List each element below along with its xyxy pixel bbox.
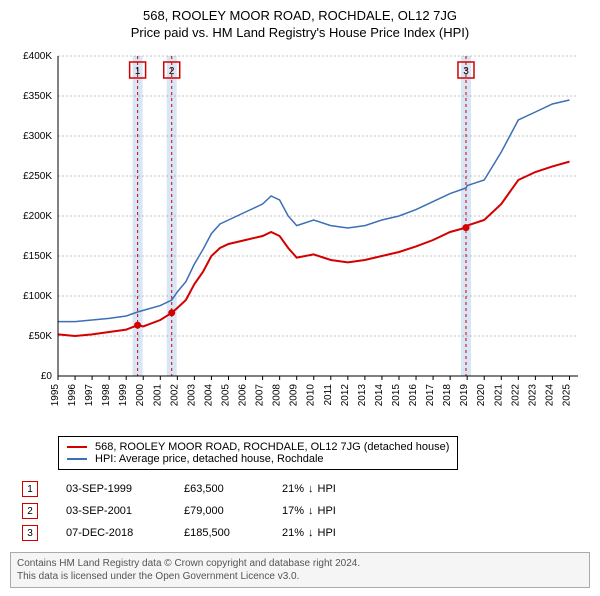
event-diff: 21% ↓ HPI [282, 527, 336, 539]
svg-text:£100K: £100K [23, 291, 52, 302]
svg-text:2007: 2007 [255, 384, 266, 407]
event-marker-icon: 3 [22, 525, 38, 541]
svg-text:£250K: £250K [23, 171, 52, 182]
svg-text:£350K: £350K [23, 91, 52, 102]
event-date: 07-DEC-2018 [66, 527, 156, 539]
chart-plot: £0 £50K £100K £150K £200K £250K £300K £350K £400… [10, 48, 590, 428]
svg-text:3: 3 [463, 66, 469, 77]
svg-text:£150K: £150K [23, 251, 52, 262]
event-date: 03-SEP-2001 [66, 505, 156, 517]
svg-text:2: 2 [169, 66, 175, 77]
legend-swatch [67, 458, 87, 460]
svg-text:2011: 2011 [323, 384, 334, 406]
svg-text:2004: 2004 [203, 384, 214, 407]
svg-text:2010: 2010 [306, 384, 317, 407]
svg-text:1998: 1998 [101, 384, 112, 407]
svg-text:2017: 2017 [425, 384, 436, 407]
svg-text:2001: 2001 [152, 384, 163, 407]
svg-text:1: 1 [135, 66, 141, 77]
events-table: 1 03-SEP-1999 £63,500 21% ↓ HPI 2 03-SEP… [22, 478, 590, 544]
svg-text:2022: 2022 [510, 384, 521, 407]
chart-svg: £0 £50K £100K £150K £200K £250K £300K £350K £400… [10, 48, 590, 428]
legend: 568, ROOLEY MOOR ROAD, ROCHDALE, OL12 7J… [58, 436, 458, 470]
event-diff: 21% ↓ HPI [282, 483, 336, 495]
svg-text:£0: £0 [41, 371, 53, 382]
event-diff: 17% ↓ HPI [282, 505, 336, 517]
event-price: £79,000 [184, 505, 254, 517]
event-marker-icon: 2 [22, 503, 38, 519]
footer-note: Contains HM Land Registry data © Crown c… [10, 552, 590, 588]
event-date: 03-SEP-1999 [66, 483, 156, 495]
svg-text:2018: 2018 [442, 384, 453, 407]
svg-text:2008: 2008 [272, 384, 283, 407]
event-price: £185,500 [184, 527, 254, 539]
svg-text:2002: 2002 [169, 384, 180, 407]
svg-text:2023: 2023 [527, 384, 538, 407]
svg-text:2012: 2012 [340, 384, 351, 407]
svg-text:2003: 2003 [186, 384, 197, 407]
svg-text:2009: 2009 [289, 384, 300, 407]
chart-container: 568, ROOLEY MOOR ROAD, ROCHDALE, OL12 7J… [0, 0, 600, 596]
svg-text:2025: 2025 [561, 384, 572, 407]
svg-text:2024: 2024 [544, 384, 555, 407]
svg-text:2000: 2000 [135, 384, 146, 407]
legend-item-price-paid: 568, ROOLEY MOOR ROAD, ROCHDALE, OL12 7J… [67, 441, 449, 453]
legend-label: HPI: Average price, detached house, Roch… [95, 453, 324, 465]
title-block: 568, ROOLEY MOOR ROAD, ROCHDALE, OL12 7J… [10, 8, 590, 40]
footer-line1: Contains HM Land Registry data © Crown c… [17, 557, 583, 570]
legend-label: 568, ROOLEY MOOR ROAD, ROCHDALE, OL12 7J… [95, 441, 449, 453]
svg-text:1996: 1996 [67, 384, 78, 407]
svg-text:2013: 2013 [357, 384, 368, 407]
event-price: £63,500 [184, 483, 254, 495]
svg-text:2016: 2016 [408, 384, 419, 407]
title-address: 568, ROOLEY MOOR ROAD, ROCHDALE, OL12 7J… [10, 8, 590, 23]
legend-swatch [67, 446, 87, 448]
event-row: 3 07-DEC-2018 £185,500 21% ↓ HPI [22, 522, 590, 544]
svg-text:£400K: £400K [23, 51, 52, 62]
legend-item-hpi: HPI: Average price, detached house, Roch… [67, 453, 449, 465]
title-subtitle: Price paid vs. HM Land Registry's House … [10, 25, 590, 40]
event-row: 1 03-SEP-1999 £63,500 21% ↓ HPI [22, 478, 590, 500]
svg-text:1997: 1997 [84, 384, 95, 407]
svg-text:2006: 2006 [238, 384, 249, 407]
event-marker-icon: 1 [22, 481, 38, 497]
svg-text:2015: 2015 [391, 384, 402, 407]
svg-text:£300K: £300K [23, 131, 52, 142]
down-arrow-icon: ↓ [308, 527, 314, 539]
event-row: 2 03-SEP-2001 £79,000 17% ↓ HPI [22, 500, 590, 522]
svg-text:£50K: £50K [29, 331, 53, 342]
svg-text:1999: 1999 [118, 384, 129, 407]
down-arrow-icon: ↓ [308, 505, 314, 517]
svg-text:2014: 2014 [374, 384, 385, 407]
svg-text:£200K: £200K [23, 211, 52, 222]
svg-text:2005: 2005 [220, 384, 231, 407]
down-arrow-icon: ↓ [308, 483, 314, 495]
svg-text:2019: 2019 [459, 384, 470, 407]
svg-text:2020: 2020 [476, 384, 487, 407]
footer-line2: This data is licensed under the Open Gov… [17, 570, 583, 583]
svg-text:2021: 2021 [493, 384, 504, 407]
svg-text:1995: 1995 [50, 384, 61, 407]
